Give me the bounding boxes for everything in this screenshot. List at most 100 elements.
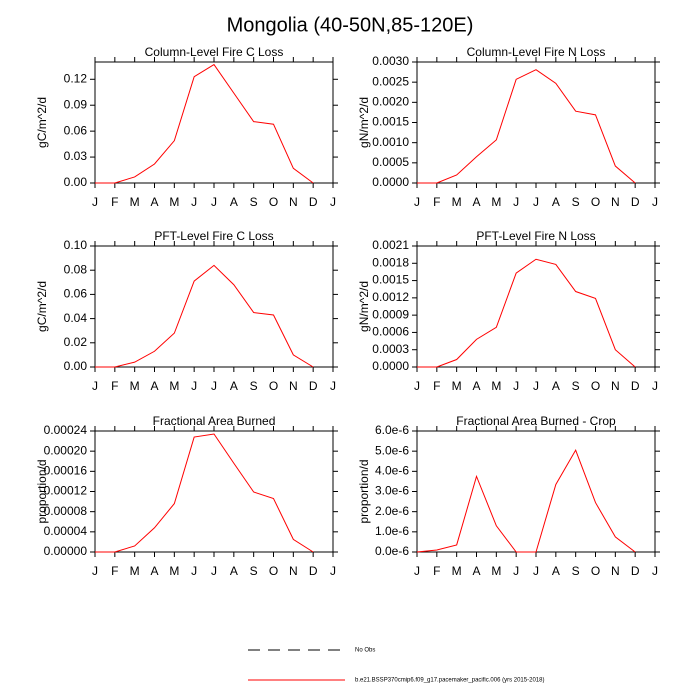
x-tick-label: M (130, 195, 140, 209)
y-tick-label: 0.06 (64, 287, 88, 301)
x-tick-label: O (269, 195, 278, 209)
y-tick-label: 0.0015 (372, 273, 409, 287)
y-tick-label: 0.0030 (372, 54, 409, 68)
y-tick-label: 0.0006 (372, 325, 409, 339)
x-tick-label: A (230, 195, 238, 209)
x-tick-label: S (572, 564, 580, 578)
x-tick-label: S (250, 564, 258, 578)
plot-frame (94, 245, 334, 368)
x-tick-label: D (309, 195, 318, 209)
plot-frame (94, 61, 334, 184)
x-tick-label: F (111, 379, 118, 393)
x-tick-label: M (169, 379, 179, 393)
x-tick-label: A (552, 195, 560, 209)
x-tick-label: D (631, 195, 640, 209)
x-tick-label: J (414, 195, 420, 209)
x-tick-label: M (491, 379, 501, 393)
plot-frame (416, 430, 656, 553)
x-tick-label: M (169, 564, 179, 578)
x-tick-label: J (191, 379, 197, 393)
y-tick-label: 0.00024 (44, 423, 88, 437)
plot-frame (94, 430, 334, 553)
x-tick-label: D (631, 564, 640, 578)
y-tick-label: 0.0018 (372, 255, 409, 269)
x-tick-label: J (330, 379, 336, 393)
y-tick-label: 6.0e-6 (375, 423, 409, 437)
y-tick-label: 0.0e-6 (375, 544, 409, 558)
y-axis-label: gC/m^2/d (35, 97, 49, 148)
x-tick-label: D (631, 379, 640, 393)
y-tick-label: 0.00004 (44, 524, 88, 538)
y-tick-label: 0.0000 (372, 175, 409, 189)
x-tick-label: J (513, 195, 519, 209)
x-tick-label: J (211, 564, 217, 578)
y-tick-label: 0.0003 (372, 342, 409, 356)
x-tick-label: N (289, 195, 298, 209)
x-tick-label: M (130, 564, 140, 578)
x-tick-label: J (652, 379, 658, 393)
x-tick-label: J (414, 564, 420, 578)
y-tick-label: 0.0021 (372, 238, 409, 252)
data-line (95, 264, 314, 368)
y-tick-label: 5.0e-6 (375, 443, 409, 457)
y-tick-label: 3.0e-6 (375, 484, 409, 498)
data-line (417, 69, 636, 184)
y-tick-label: 4.0e-6 (375, 464, 409, 478)
panel-title: PFT-Level Fire N Loss (476, 229, 595, 243)
x-tick-label: M (491, 195, 501, 209)
x-tick-label: S (250, 379, 258, 393)
y-tick-label: 0.03 (64, 149, 88, 163)
y-axis-label: gN/m^2/d (357, 281, 371, 332)
x-tick-label: M (169, 195, 179, 209)
panel-title: Column-Level Fire N Loss (467, 45, 606, 59)
y-tick-label: 0.02 (64, 335, 88, 349)
x-tick-label: S (572, 379, 580, 393)
x-tick-label: J (533, 195, 539, 209)
y-tick-label: 0.08 (64, 262, 88, 276)
x-tick-label: J (191, 195, 197, 209)
y-tick-label: 0.10 (64, 238, 88, 252)
x-tick-label: A (472, 195, 480, 209)
x-tick-label: F (433, 195, 440, 209)
x-tick-label: O (591, 195, 600, 209)
x-tick-label: O (591, 379, 600, 393)
figure-title: Mongolia (40-50N,85-120E) (227, 14, 474, 36)
y-tick-label: 0.00016 (44, 464, 88, 478)
x-tick-label: N (289, 564, 298, 578)
x-tick-label: N (611, 195, 620, 209)
x-tick-label: F (111, 564, 118, 578)
legend-label: No Obs (355, 648, 375, 654)
x-tick-label: J (533, 564, 539, 578)
x-tick-label: J (92, 379, 98, 393)
y-tick-label: 0.00020 (44, 443, 88, 457)
data-line (416, 448, 636, 553)
y-tick-label: 0.00012 (44, 484, 88, 498)
x-tick-label: A (552, 379, 560, 393)
x-tick-label: M (130, 379, 140, 393)
y-tick-label: 0.0020 (372, 95, 409, 109)
x-tick-label: J (92, 564, 98, 578)
x-tick-label: S (250, 195, 258, 209)
x-tick-label: M (491, 564, 501, 578)
y-tick-label: 0.0010 (372, 135, 409, 149)
panel-title: Fractional Area Burned - Crop (456, 414, 616, 428)
y-tick-label: 1.0e-6 (375, 524, 409, 538)
data-line (417, 258, 636, 368)
y-axis-label: proportion/d (35, 459, 49, 523)
x-tick-label: A (472, 379, 480, 393)
y-tick-label: 0.00 (64, 359, 88, 373)
x-tick-label: S (572, 195, 580, 209)
y-tick-label: 0.0012 (372, 290, 409, 304)
x-tick-label: J (191, 564, 197, 578)
y-tick-label: 0.00008 (44, 504, 88, 518)
y-tick-label: 0.0000 (372, 359, 409, 373)
x-tick-label: F (433, 379, 440, 393)
x-tick-label: D (309, 564, 318, 578)
x-tick-label: N (289, 379, 298, 393)
x-tick-label: D (309, 379, 318, 393)
x-tick-label: O (269, 379, 278, 393)
data-line (95, 63, 314, 184)
panel-title: Fractional Area Burned (153, 414, 276, 428)
x-tick-label: M (452, 379, 462, 393)
